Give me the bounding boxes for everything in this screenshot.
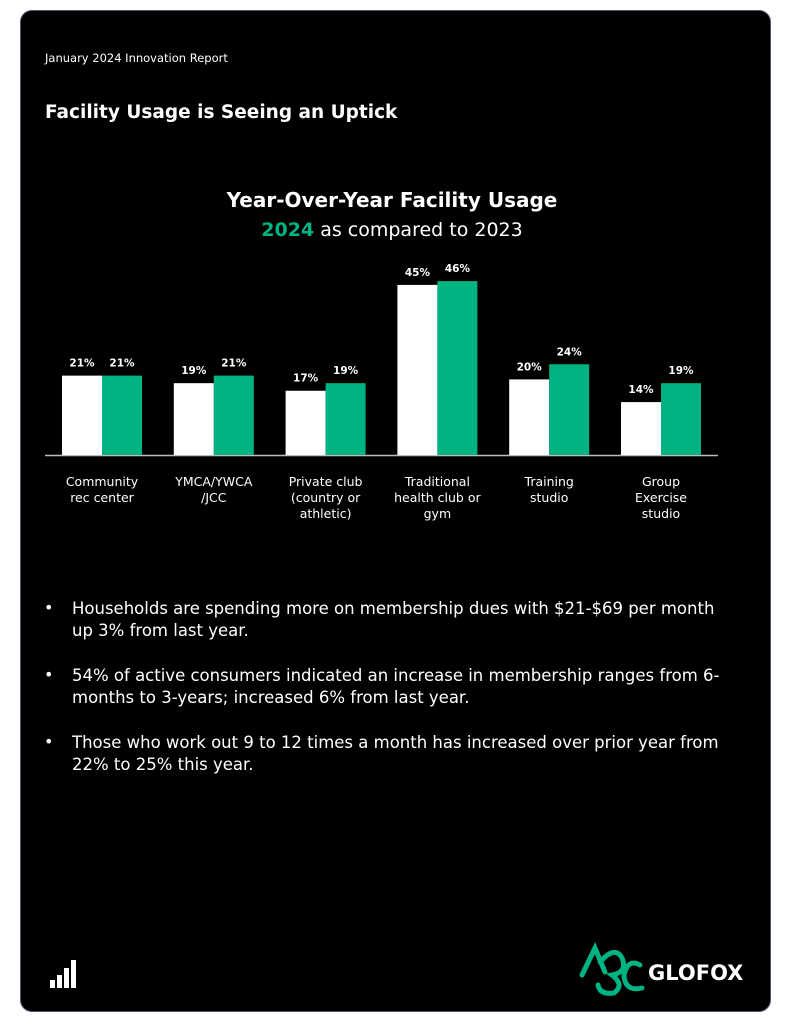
- value-label: 19%: [333, 365, 359, 377]
- bar: [437, 281, 478, 455]
- report-label: January 2024 Innovation Report: [44, 51, 228, 65]
- value-label: 14%: [628, 384, 654, 396]
- bullet-text: Households are spending more on membersh…: [72, 599, 715, 640]
- value-label: 19%: [668, 365, 694, 377]
- subtitle-text: as compared to: [320, 219, 474, 241]
- glofox-logo-mark: [579, 941, 645, 996]
- category-label: Training studio: [524, 474, 574, 505]
- signal-icon: [50, 960, 76, 988]
- category-label: Group Exercise studio: [634, 474, 687, 521]
- category-label: YMCA/YWCA /JCC: [175, 474, 253, 505]
- bar: [285, 390, 326, 455]
- bullet-text: Those who work out 9 to 12 times a month…: [72, 733, 719, 774]
- value-label: 21%: [221, 358, 247, 370]
- chart-title: Year-Over-Year Facility Usage: [226, 188, 558, 212]
- value-label: 21%: [69, 358, 95, 370]
- page-title: Facility Usage is Seeing an Uptick: [45, 102, 398, 123]
- value-label: 45%: [405, 267, 431, 279]
- brand-name: GLOFOX: [648, 961, 743, 985]
- bar: [173, 383, 214, 455]
- category-label: Private club (country or athletic): [288, 474, 363, 521]
- bullet-dot: •: [44, 732, 54, 751]
- value-label: 24%: [557, 346, 583, 358]
- subtitle-year: 2024: [261, 219, 314, 241]
- bar: [397, 284, 438, 455]
- value-label: 21%: [109, 358, 135, 370]
- category-label: Traditional health club or gym: [394, 474, 481, 521]
- report-page: [20, 10, 771, 1012]
- bar: [213, 375, 254, 455]
- bullet-dot: •: [44, 665, 54, 684]
- value-label: 17%: [293, 373, 319, 385]
- bar: [62, 375, 102, 455]
- value-label: 19%: [181, 365, 207, 377]
- bar: [621, 402, 661, 455]
- bar: [102, 375, 142, 455]
- bullet-text: 54% of active consumers indicated an inc…: [72, 666, 720, 707]
- subtitle-year: 2023: [474, 219, 522, 241]
- category-label: Community rec center: [65, 474, 139, 505]
- bullet-dot: •: [44, 598, 54, 617]
- chart-subtitle: 2024 as compared to 2023: [261, 219, 522, 241]
- bar: [325, 383, 366, 455]
- value-label: 20%: [517, 361, 543, 373]
- bar: [549, 364, 590, 455]
- bar: [509, 379, 550, 455]
- value-label: 46%: [445, 263, 471, 275]
- bar: [661, 383, 701, 455]
